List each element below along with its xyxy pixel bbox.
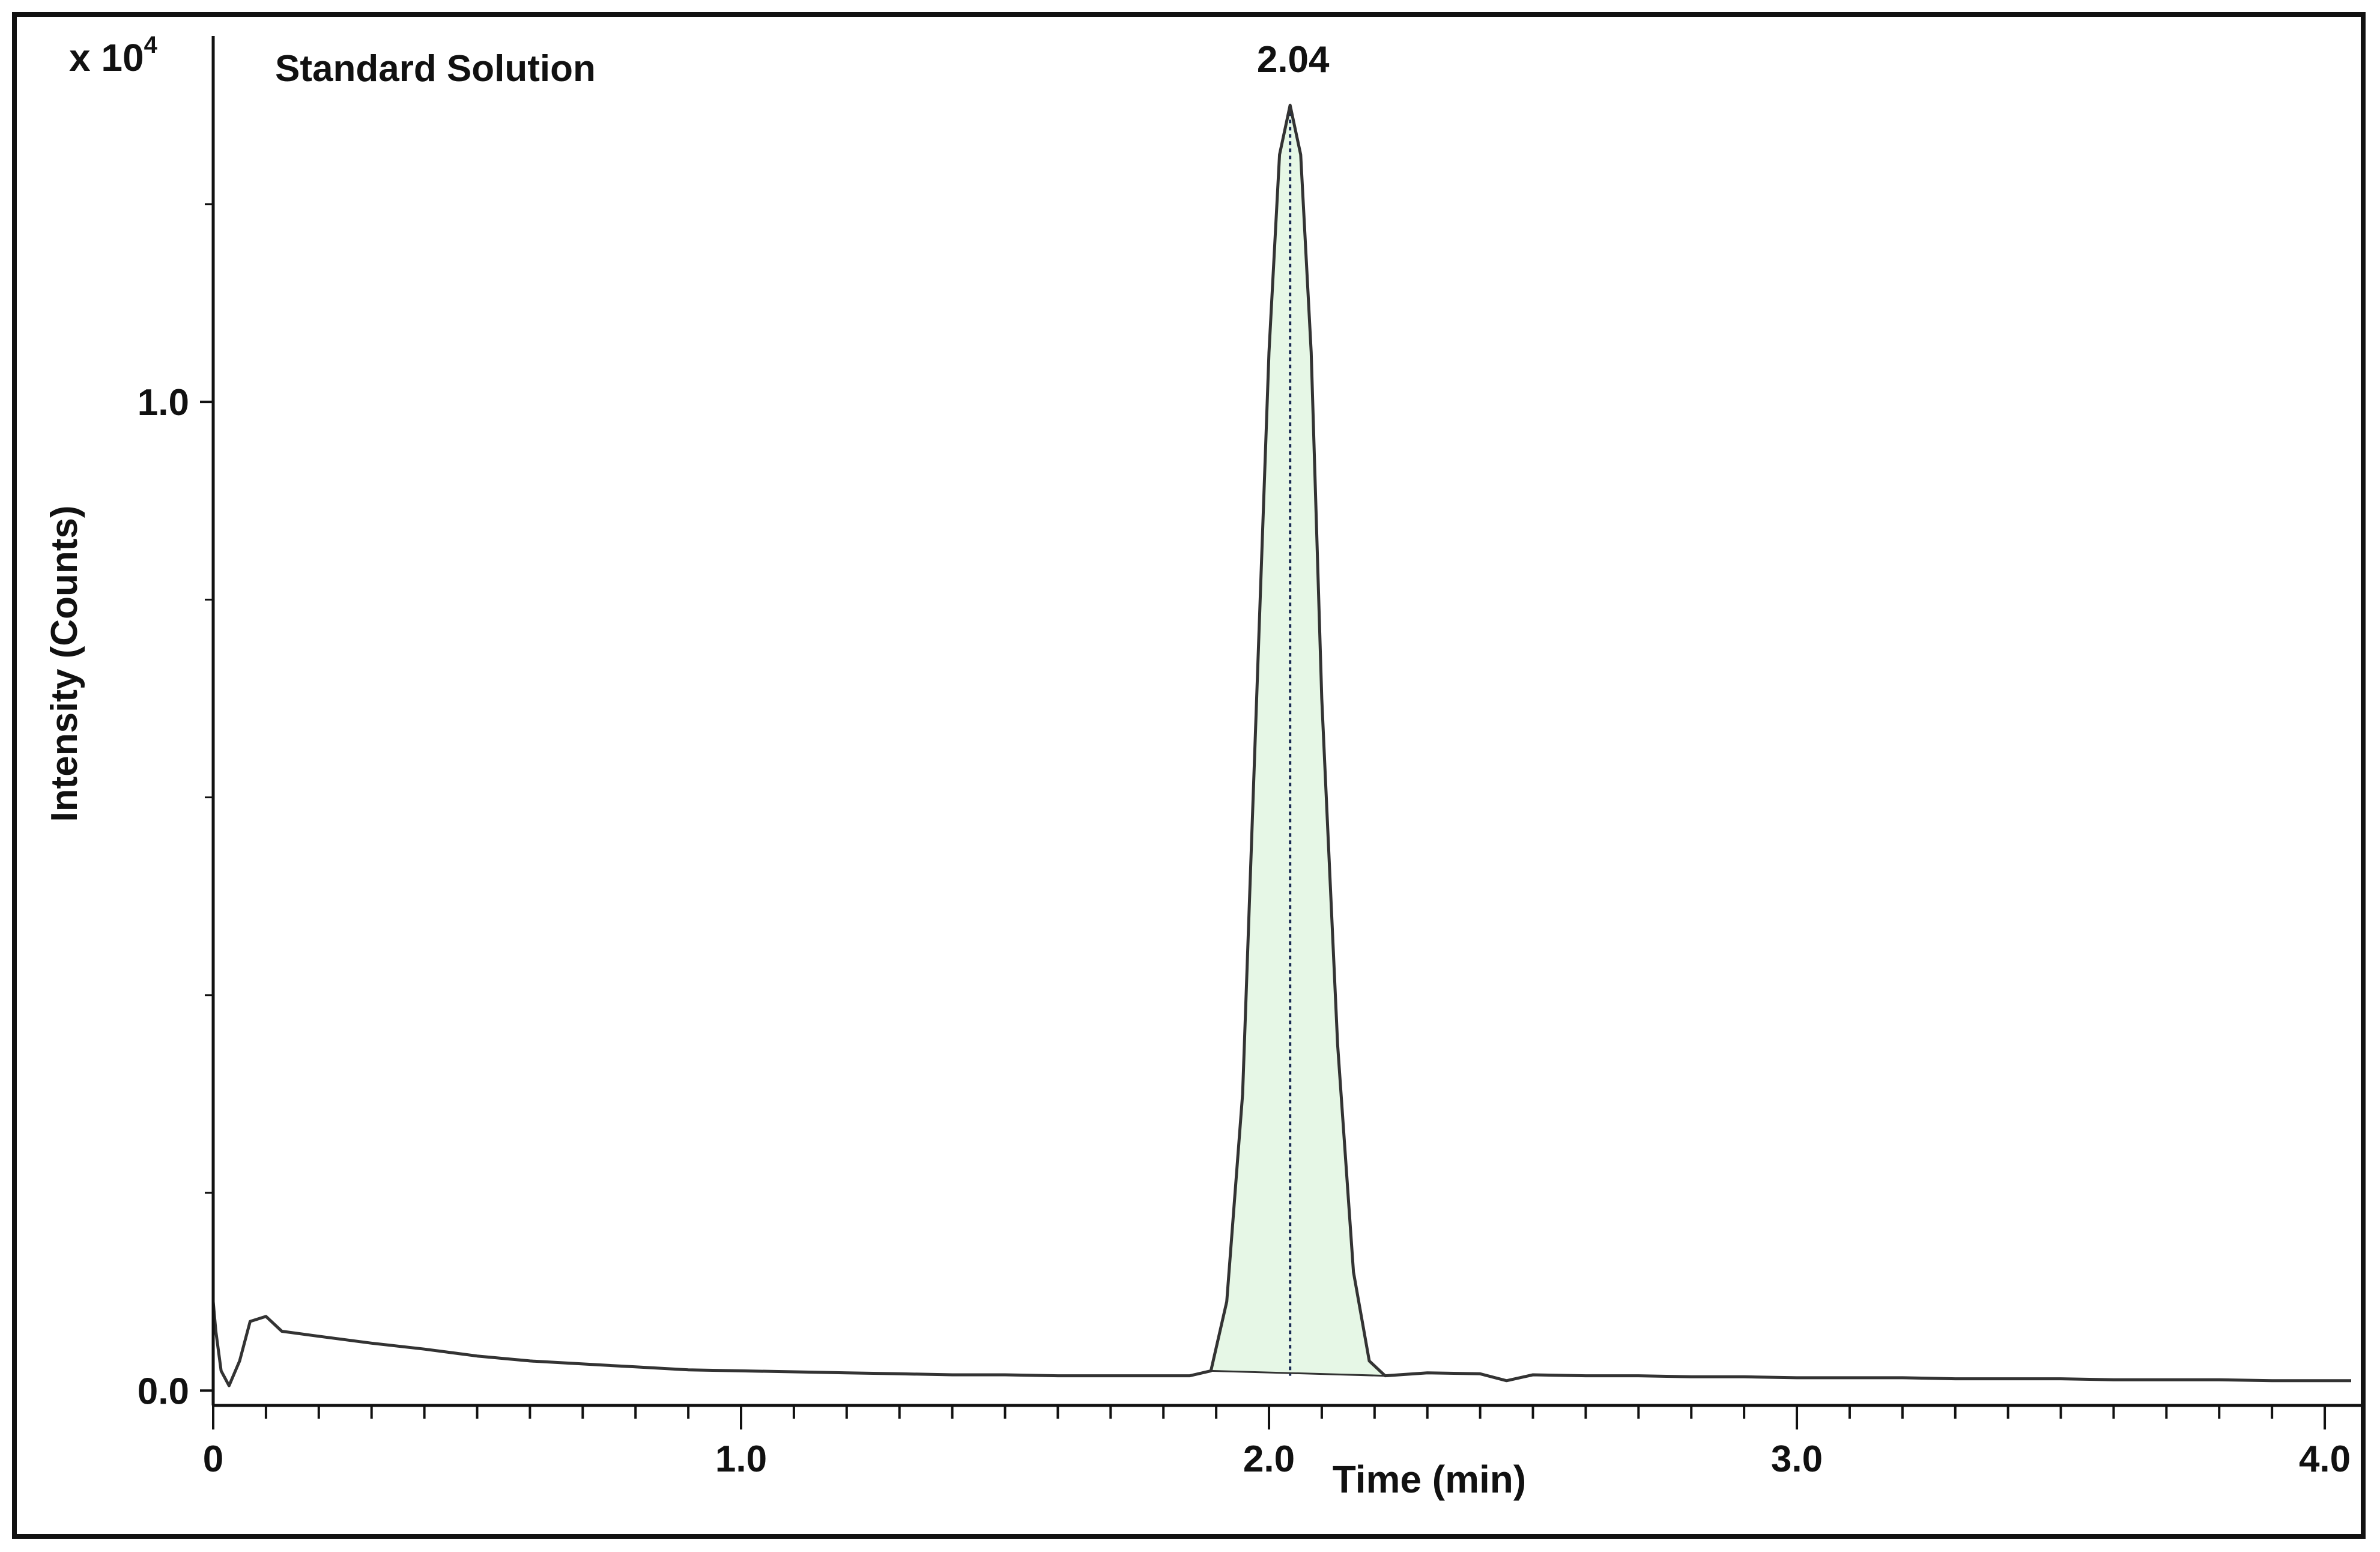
chart-title: Standard Solution bbox=[275, 48, 596, 89]
x-axis-title: Time (min) bbox=[1333, 1458, 1526, 1501]
y-tick-label: 1.0 bbox=[138, 382, 189, 423]
peak-apex-label: 2.04 bbox=[1257, 39, 1330, 80]
x-tick-label: 1.0 bbox=[715, 1438, 767, 1480]
y-multiplier-label: x 104 bbox=[69, 32, 158, 79]
y-axis-title: Intensity (Counts) bbox=[44, 506, 85, 822]
x-tick-label: 0 bbox=[203, 1438, 223, 1480]
x-tick-label: 2.0 bbox=[1243, 1438, 1295, 1480]
peak-baseline bbox=[1211, 1369, 1385, 1377]
peak-area-fill bbox=[1211, 105, 1385, 1376]
x-tick-label: 3.0 bbox=[1771, 1438, 1823, 1480]
y-tick-label: 0.0 bbox=[138, 1371, 189, 1412]
x-tick-label: 4.0 bbox=[2299, 1438, 2351, 1480]
y-multiplier-exponent: 4 bbox=[144, 32, 158, 58]
chromatogram-trace bbox=[211, 103, 2351, 1387]
y-multiplier-base: x 10 bbox=[69, 36, 144, 79]
chart-frame bbox=[12, 12, 2366, 1539]
